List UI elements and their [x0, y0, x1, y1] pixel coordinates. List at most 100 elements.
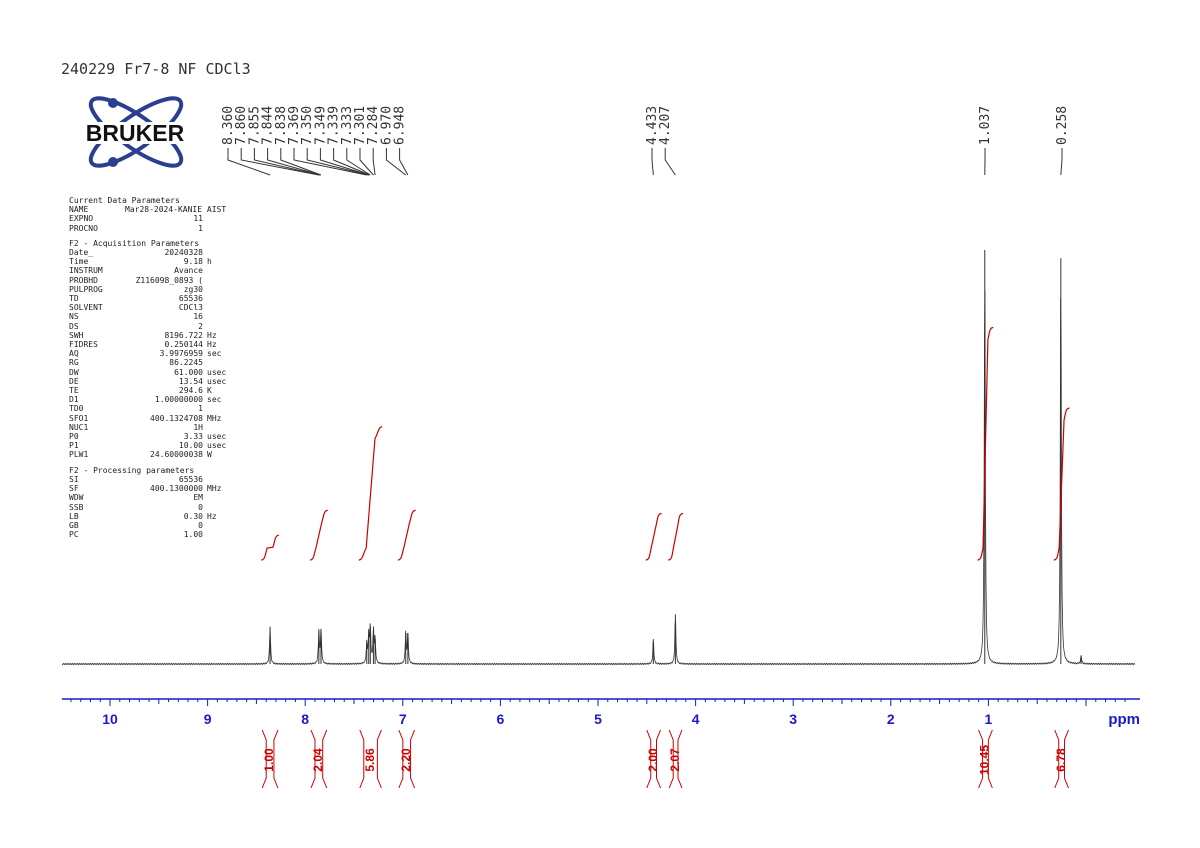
parameter-value: 2	[198, 321, 203, 331]
parameter-value: 65536	[178, 294, 203, 304]
parameter-unit: W	[207, 450, 212, 460]
parameter-unit: usec	[207, 441, 227, 451]
parameter-unit: Hz	[207, 330, 217, 340]
peak-label: 7.333	[340, 106, 355, 145]
parameter-row: FIDRES 0.250144 Hz	[69, 340, 269, 349]
parameter-row: AQ 3.9976959 sec	[69, 349, 269, 358]
parameter-key: DW	[69, 367, 79, 377]
parameter-unit	[203, 423, 207, 432]
parameter-key: P1	[69, 441, 79, 451]
parameter-key: AQ	[69, 349, 79, 359]
parameter-row: WDW EM	[69, 493, 269, 502]
parameter-row: Time 9.18 h	[69, 257, 269, 266]
parameter-value: 400.1300000	[150, 484, 203, 494]
parameter-value: 13.54	[178, 376, 203, 386]
parameter-value: 86.2245	[169, 358, 203, 368]
integral-curve	[261, 534, 280, 561]
peak-label: 8.360	[221, 106, 236, 145]
peak-label-leader	[293, 148, 367, 176]
integral-bracket-left	[646, 729, 652, 789]
peak-label-leader	[333, 148, 370, 176]
integral-bracket-right	[1063, 729, 1069, 789]
integral-bracket-left	[310, 729, 316, 789]
parameter-row: NAME Mar28-2024-KANIE AIST	[69, 205, 269, 214]
parameter-key: P0	[69, 432, 79, 442]
integral-value: 2.04	[311, 748, 325, 772]
parameter-value: 8196.722	[164, 330, 203, 340]
parameter-key: NAME	[69, 205, 89, 215]
parameter-key: SSB	[69, 502, 84, 512]
peak-label-leader	[319, 148, 369, 176]
parameter-unit: Hz	[207, 340, 217, 350]
peak-label: 7.349	[313, 106, 328, 145]
integral-value: 6.78	[1054, 748, 1068, 772]
parameter-unit	[203, 248, 207, 257]
parameter-unit: Hz	[207, 511, 217, 521]
integral-bracket-right	[677, 729, 683, 789]
parameter-value: 65536	[178, 474, 203, 484]
parameter-row: SSB 0	[69, 503, 269, 512]
parameter-unit: usec	[207, 376, 227, 386]
parameter-key: FIDRES	[69, 340, 98, 350]
parameter-row: EXPNO 11	[69, 214, 269, 223]
parameter-row: GB 0	[69, 521, 269, 530]
integral-value: 1.00	[262, 748, 276, 772]
integral-bracket-right	[273, 729, 279, 789]
parameter-key: Time	[69, 257, 89, 267]
parameter-value: 24.60000038	[150, 450, 203, 460]
spectrum-layer	[61, 250, 1136, 666]
integral-value: 10.45	[978, 745, 992, 775]
parameter-row: NS 16	[69, 312, 269, 321]
parameter-value: 1.00000000	[154, 395, 203, 405]
parameter-value: CDCl3	[178, 303, 203, 313]
parameter-key: NS	[69, 312, 79, 322]
parameter-row: TE 294.6 K	[69, 386, 269, 395]
parameter-key: TD0	[69, 404, 84, 414]
peak-label: 7.301	[353, 106, 368, 145]
peak-label: 6.948	[393, 106, 408, 145]
x-tick-label: 4	[692, 711, 700, 727]
integral-bracket-left	[261, 729, 267, 789]
parameter-key: EXPNO	[69, 214, 94, 224]
peak-label: 7.369	[287, 106, 302, 145]
parameter-value: 294.6	[178, 386, 203, 396]
peak-label: 4.433	[645, 106, 660, 145]
x-tick-label: 9	[204, 711, 212, 727]
parameter-row: DS 2	[69, 322, 269, 331]
x-tick-label: 2	[887, 711, 895, 727]
parameter-key: Date_	[69, 248, 94, 258]
parameter-row: SWH 8196.722 Hz	[69, 331, 269, 340]
parameter-row: RG 86.2245	[69, 358, 269, 367]
integral-curve	[668, 512, 684, 561]
parameter-value: Z116098_0893 (	[135, 275, 203, 285]
x-tick-label: 10	[102, 711, 118, 727]
parameter-row: NUC1 1H	[69, 423, 269, 432]
peak-label: 7.339	[327, 106, 342, 145]
parameter-row: PC 1.00	[69, 530, 269, 539]
integral-bracket-left	[359, 729, 365, 789]
x-axis-label: ppm	[1108, 711, 1140, 728]
parameter-unit: sec	[207, 395, 222, 405]
peak-label-leader	[372, 148, 376, 176]
parameter-unit: sec	[207, 349, 222, 359]
integral-curve	[309, 509, 328, 561]
parameter-unit	[203, 294, 207, 303]
parameter-value: 0.250144	[164, 340, 203, 350]
parameter-key: GB	[69, 520, 79, 530]
peak-label-layer: 8.3607.8607.8557.8447.8387.3697.3507.349…	[221, 106, 1070, 176]
peak-label: 0.258	[1055, 106, 1070, 145]
parameter-key: PROCNO	[69, 223, 98, 233]
parameter-group-heading: F2 - Acquisition Parameters	[69, 238, 200, 248]
integral-value: 5.86	[363, 748, 377, 772]
peak-label: 7.284	[366, 106, 381, 145]
parameter-unit: MHz	[207, 484, 222, 494]
peak-label-leader	[227, 148, 271, 176]
parameter-value: Avance	[174, 266, 203, 276]
peak-label: 6.970	[379, 106, 394, 145]
parameter-unit	[203, 530, 207, 539]
parameter-value: 10.00	[178, 441, 203, 451]
parameter-unit: usec	[207, 432, 227, 442]
integral-value: 2.00	[646, 748, 660, 772]
integral-bracket-right	[322, 729, 328, 789]
parameter-unit: MHz	[207, 413, 222, 423]
